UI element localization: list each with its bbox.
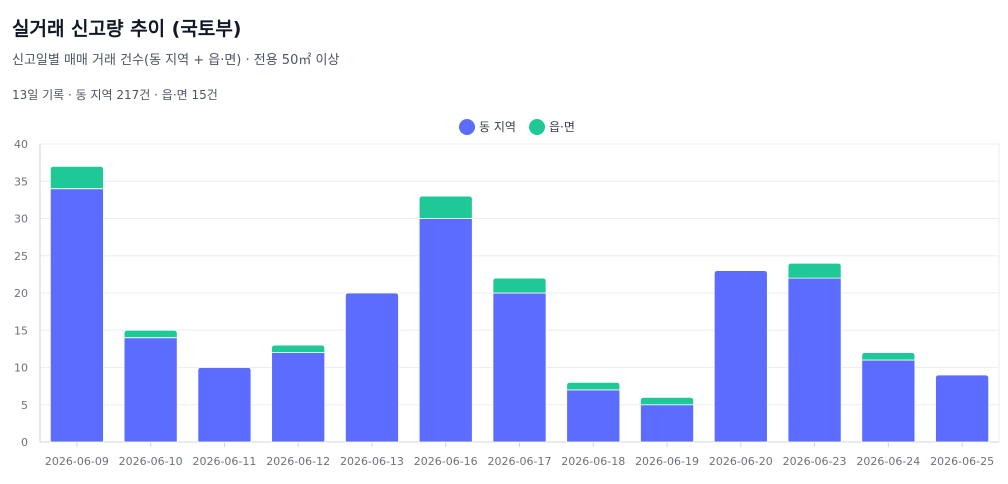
legend-swatch (529, 119, 545, 135)
y-tick-label: 0 (21, 436, 28, 449)
bar-segment[interactable] (640, 404, 694, 443)
bar-segment[interactable] (49, 188, 104, 443)
bar-segment[interactable] (271, 344, 326, 353)
chart-title: 실거래 신고량 추이 (국토부) (12, 18, 242, 40)
bar-segment[interactable] (713, 270, 768, 443)
y-tick-label: 25 (14, 250, 28, 263)
bar-segment[interactable] (566, 382, 621, 391)
bar-segment[interactable] (861, 352, 916, 361)
x-tick-label: 2026-06-25 (930, 455, 994, 468)
x-tick-label: 2026-06-19 (635, 455, 699, 468)
bar-segment[interactable] (123, 337, 178, 443)
x-tick-label: 2026-06-09 (45, 455, 109, 468)
bar-segment[interactable] (861, 359, 916, 443)
legend-swatch (459, 119, 475, 135)
bar-segment[interactable] (418, 195, 473, 219)
x-tick-label: 2026-06-17 (488, 455, 552, 468)
legend: 동 지역 읍·면 (459, 119, 575, 135)
bar-segment[interactable] (345, 292, 399, 443)
bar-segment[interactable] (418, 218, 473, 443)
tick-labels: 0 5 10 15 20 25 30 35 40 2026-06-09 2026-06-10 2026… (14, 138, 994, 468)
x-tick-label: 2026-06-18 (561, 455, 625, 468)
bar-segment[interactable] (566, 389, 621, 443)
bar-segment[interactable] (787, 277, 842, 443)
bar-segment[interactable] (271, 352, 326, 443)
bar-segment[interactable] (492, 292, 547, 443)
x-tick-label: 2026-06-13 (340, 455, 404, 468)
y-tick-label: 30 (14, 213, 28, 226)
legend-label[interactable]: 읍·면 (549, 120, 575, 134)
x-tick-label: 2026-06-10 (119, 455, 183, 468)
y-tick-label: 10 (14, 362, 28, 375)
bar-segment[interactable] (787, 262, 842, 279)
x-tick-label: 2026-06-23 (783, 455, 847, 468)
y-tick-label: 15 (14, 324, 28, 337)
bar-segment[interactable] (492, 277, 547, 294)
x-tick-label: 2026-06-11 (192, 455, 256, 468)
chart-summary: 13일 기록 · 동 지역 217건 · 읍·면 15건 (12, 88, 218, 102)
x-tick-label: 2026-06-20 (709, 455, 773, 468)
x-tick-label: 2026-06-12 (266, 455, 330, 468)
stacked-bar-chart: 0 5 10 15 20 25 30 35 40 2026-06-09 2026-06-10 2026… (14, 119, 1000, 468)
bar-segment[interactable] (935, 374, 990, 443)
chart-subtitle: 신고일별 매매 거래 건수(동 지역 + 읍·면) · 전용 50㎡ 이상 (12, 53, 340, 68)
bar-segment[interactable] (640, 396, 694, 406)
y-tick-label: 20 (14, 287, 28, 300)
bar-segment[interactable] (123, 329, 178, 339)
bars (49, 165, 990, 443)
bar-segment[interactable] (197, 367, 252, 443)
x-tick-label: 2026-06-24 (856, 455, 920, 468)
y-tick-label: 35 (14, 175, 28, 188)
y-tick-label: 5 (21, 399, 28, 412)
x-tick-label: 2026-06-16 (414, 455, 478, 468)
bar-segment[interactable] (49, 165, 104, 190)
legend-label[interactable]: 동 지역 (479, 120, 516, 134)
y-tick-label: 40 (14, 138, 28, 151)
